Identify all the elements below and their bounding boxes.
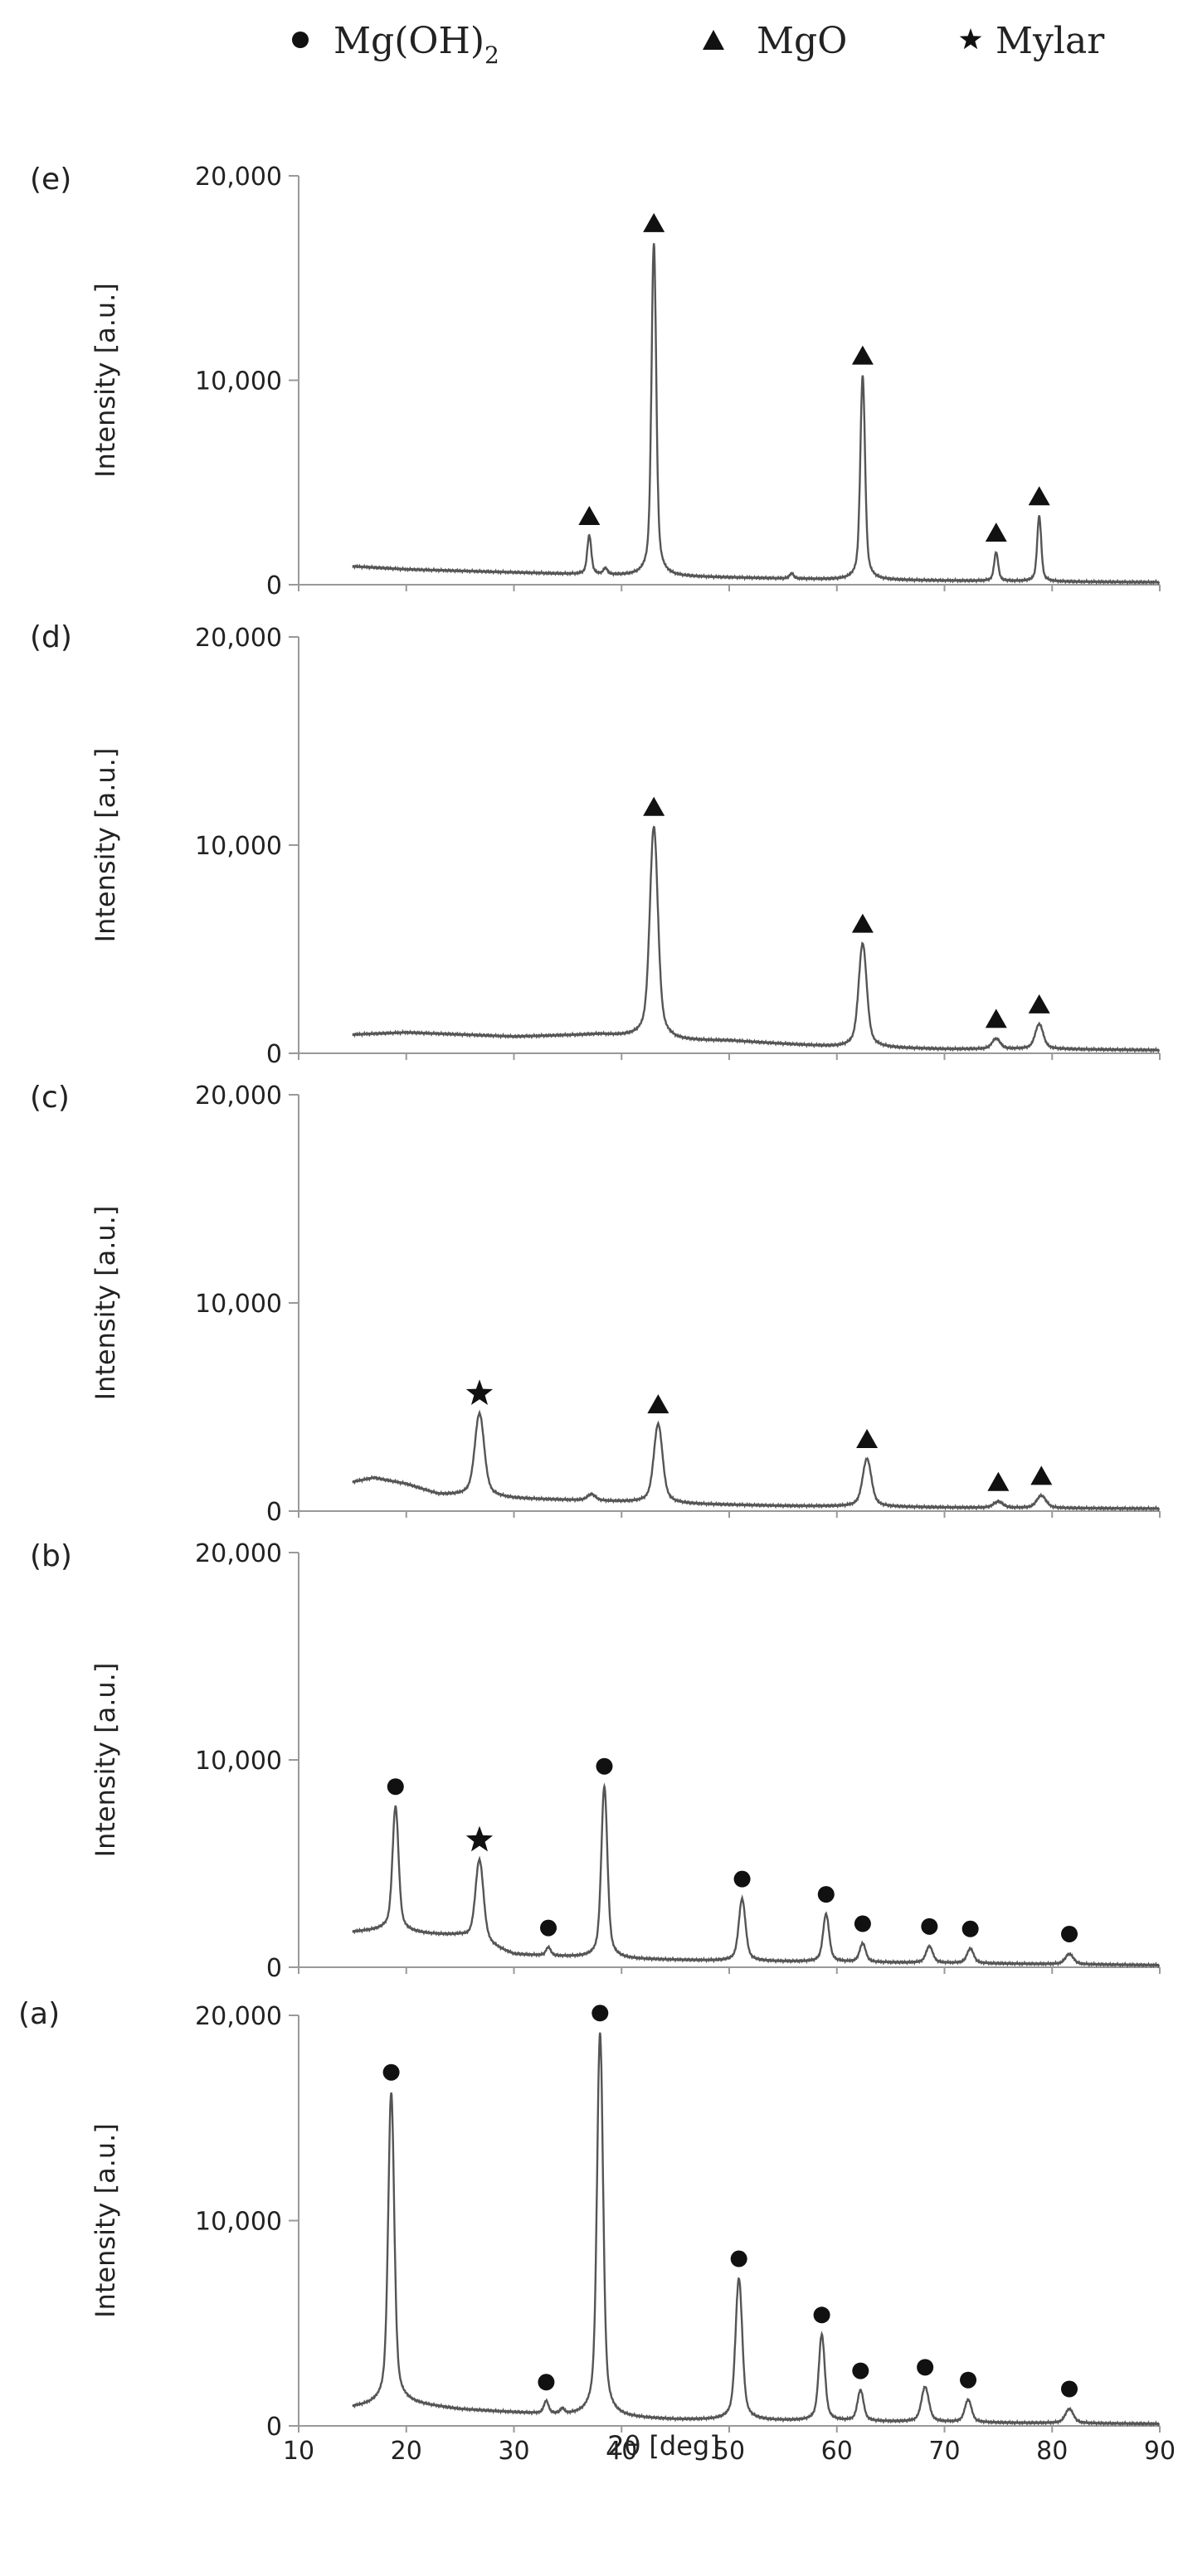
- x-tick-label: 90: [1144, 2437, 1176, 2466]
- xrd-series-line: [352, 243, 1161, 586]
- y-tick-label: 10,000: [195, 1747, 282, 1776]
- panels: 0 10,000 20,000 Intensity [a.u.] (e) 0 10,000 2…: [18, 163, 1161, 2442]
- circle-peak-marker: [1061, 2380, 1078, 2398]
- x-tick-label: 70: [928, 2437, 960, 2466]
- panel-label: (d): [30, 620, 72, 654]
- triangle-marker-icon: [703, 30, 724, 50]
- xrd-series-line: [352, 825, 1161, 1054]
- circle-peak-marker: [817, 1886, 835, 1903]
- triangle-peak-marker: [643, 796, 665, 816]
- x-tick-label: 80: [1036, 2437, 1068, 2466]
- circle-peak-marker: [596, 1757, 613, 1775]
- circle-peak-marker: [733, 1870, 751, 1888]
- x-tick-label: 40: [606, 2437, 637, 2466]
- circle-peak-marker: [854, 1915, 871, 1932]
- legend-item-mylar: Mylar: [959, 20, 1105, 62]
- y-axis-label: Intensity [a.u.]: [90, 748, 121, 943]
- circle-peak-marker: [961, 1920, 979, 1937]
- y-tick-label: 20,000: [195, 1081, 282, 1111]
- panel-a: 0 10,000 20,000 Intensity [a.u.] (a): [18, 1997, 1161, 2442]
- y-axis-label: Intensity [a.u.]: [90, 1663, 121, 1858]
- x-tick-label: 60: [821, 2437, 853, 2466]
- panel-label: (b): [30, 1539, 72, 1573]
- legend-label-mylar: Mylar: [996, 20, 1105, 62]
- circle-peak-marker: [917, 2359, 934, 2376]
- legend-item-mgo: MgO: [703, 20, 847, 62]
- panel-e: 0 10,000 20,000 Intensity [a.u.] (e): [30, 163, 1161, 600]
- panel-label: (e): [30, 163, 71, 197]
- triangle-peak-marker: [1028, 486, 1050, 506]
- x-tick-label: 20: [391, 2437, 422, 2466]
- triangle-peak-marker: [856, 1428, 879, 1448]
- circle-peak-marker: [813, 2306, 830, 2324]
- x-tick-label: 50: [713, 2437, 745, 2466]
- triangle-peak-marker: [1028, 994, 1050, 1013]
- xrd-series-line: [352, 2032, 1161, 2428]
- y-tick-label: 0: [266, 1498, 282, 1527]
- y-tick-label: 20,000: [195, 624, 282, 653]
- panel-c: 0 10,000 20,000 Intensity [a.u.] (c): [30, 1081, 1161, 1527]
- xrd-series-line: [352, 1409, 1161, 1512]
- x-axis-label: 2θ [deg]: [607, 2430, 719, 2462]
- panel-label: (a): [18, 1997, 60, 2031]
- legend: Mg(OH)2 MgO Mylar: [292, 20, 1105, 69]
- triangle-peak-marker: [647, 1394, 669, 1414]
- y-tick-label: 0: [266, 1954, 282, 1983]
- circle-peak-marker: [1061, 1925, 1078, 1942]
- circle-peak-marker: [592, 2005, 609, 2022]
- triangle-peak-marker: [578, 505, 601, 525]
- panel-b: 0 10,000 20,000 Intensity [a.u.] (b): [30, 1539, 1161, 1983]
- circle-peak-marker: [960, 2371, 977, 2389]
- legend-label-mg-oh-2: Mg(OH)2: [333, 20, 499, 69]
- triangle-peak-marker: [985, 1009, 1007, 1028]
- x-tick-label: 30: [498, 2437, 529, 2466]
- star-peak-marker: [465, 1825, 494, 1852]
- y-tick-label: 10,000: [195, 832, 282, 861]
- circle-peak-marker: [730, 2250, 747, 2267]
- y-axis-label: Intensity [a.u.]: [90, 283, 121, 478]
- triangle-peak-marker: [851, 345, 874, 365]
- circle-peak-marker: [538, 2374, 555, 2391]
- circle-peak-marker: [387, 1778, 404, 1796]
- xrd-series-line: [352, 1782, 1161, 1969]
- circle-peak-marker: [540, 1919, 557, 1937]
- triangle-peak-marker: [1030, 1465, 1053, 1485]
- y-tick-label: 0: [266, 2413, 282, 2442]
- y-tick-label: 10,000: [195, 2208, 282, 2237]
- x-axis: 10 20 30 40 50 60 70 80 90: [283, 2437, 1176, 2466]
- x-tick-label: 10: [283, 2437, 314, 2466]
- y-axis-label: Intensity [a.u.]: [90, 1206, 121, 1401]
- y-tick-label: 20,000: [195, 2002, 282, 2031]
- panel-label: (c): [30, 1081, 70, 1115]
- triangle-peak-marker: [985, 522, 1007, 542]
- y-tick-label: 0: [266, 1040, 282, 1069]
- y-tick-label: 10,000: [195, 1290, 282, 1319]
- circle-peak-marker: [852, 2362, 869, 2379]
- y-tick-label: 20,000: [195, 163, 282, 192]
- circle-peak-marker: [382, 2063, 400, 2081]
- circle-peak-marker: [921, 1917, 938, 1935]
- triangle-peak-marker: [987, 1471, 1010, 1491]
- star-peak-marker: [465, 1379, 494, 1405]
- y-axis-label: Intensity [a.u.]: [90, 2123, 121, 2318]
- y-tick-label: 10,000: [195, 367, 282, 396]
- panel-d: 0 10,000 20,000 Intensity [a.u.] (d): [30, 620, 1161, 1069]
- y-tick-label: 20,000: [195, 1539, 282, 1568]
- triangle-peak-marker: [851, 913, 874, 933]
- circle-marker-icon: [292, 32, 309, 48]
- star-marker-icon: [959, 28, 982, 50]
- triangle-peak-marker: [643, 212, 665, 232]
- legend-item-mg-oh-2: Mg(OH)2: [292, 20, 499, 69]
- legend-label-mgo: MgO: [757, 20, 847, 62]
- y-tick-label: 0: [266, 571, 282, 600]
